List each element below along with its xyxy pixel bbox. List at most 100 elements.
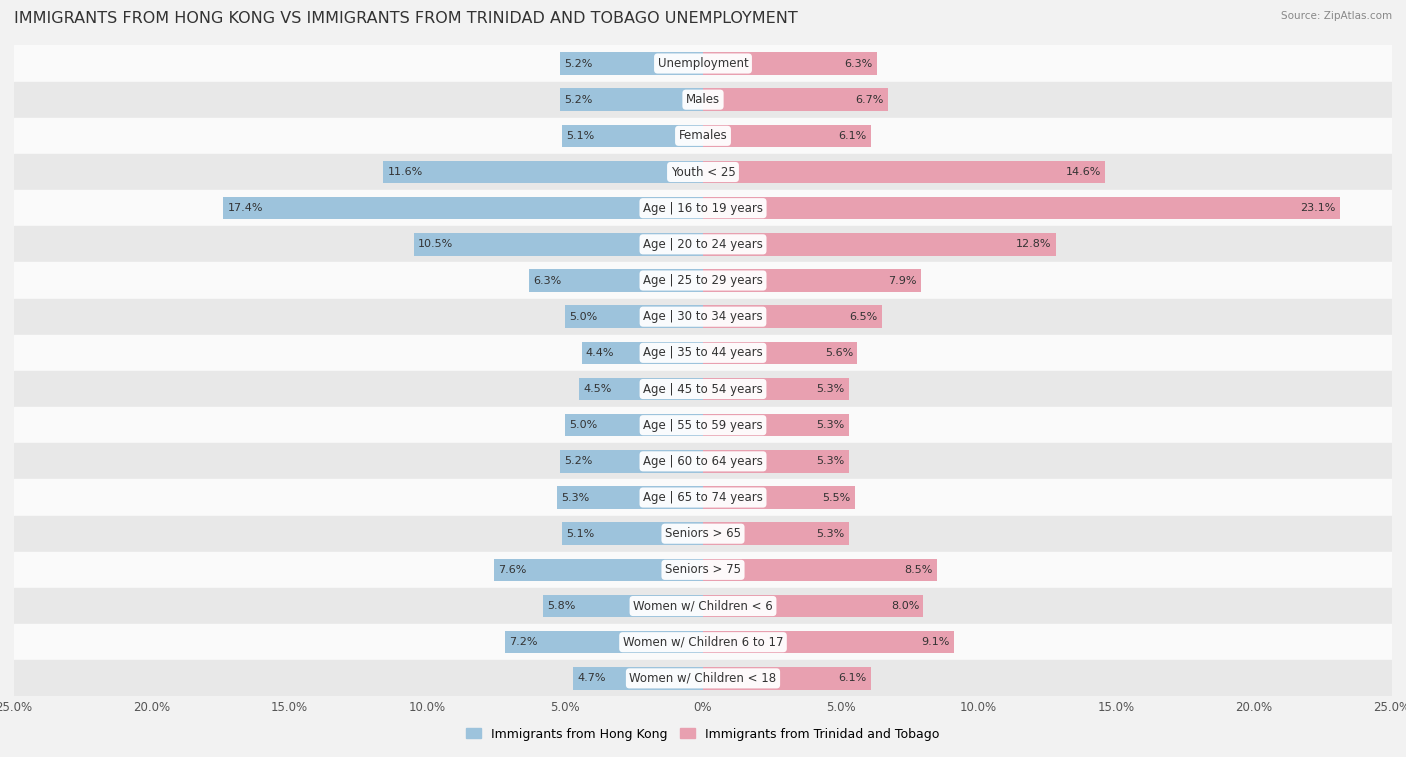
Text: Age | 65 to 74 years: Age | 65 to 74 years [643, 491, 763, 504]
Text: Seniors > 75: Seniors > 75 [665, 563, 741, 576]
Text: 5.2%: 5.2% [564, 58, 592, 68]
Text: 5.1%: 5.1% [567, 131, 595, 141]
Text: 23.1%: 23.1% [1301, 203, 1336, 213]
Bar [14, 407, 1392, 444]
Bar [703, 197, 1340, 220]
Text: 17.4%: 17.4% [228, 203, 263, 213]
Bar [14, 552, 1392, 588]
Bar [703, 450, 849, 472]
Bar [14, 444, 1392, 479]
Bar [505, 631, 703, 653]
Bar [579, 378, 703, 400]
Text: Source: ZipAtlas.com: Source: ZipAtlas.com [1281, 11, 1392, 21]
Text: 6.7%: 6.7% [855, 95, 883, 104]
Bar [560, 450, 703, 472]
Text: 5.5%: 5.5% [823, 493, 851, 503]
Text: 6.1%: 6.1% [839, 131, 868, 141]
Text: 5.0%: 5.0% [569, 420, 598, 430]
Text: Age | 35 to 44 years: Age | 35 to 44 years [643, 347, 763, 360]
Text: 6.1%: 6.1% [839, 674, 868, 684]
Bar [14, 45, 1392, 82]
Text: Unemployment: Unemployment [658, 57, 748, 70]
Bar [703, 125, 872, 147]
Text: Seniors > 65: Seniors > 65 [665, 527, 741, 540]
Text: 4.5%: 4.5% [583, 384, 612, 394]
Text: Women w/ Children < 18: Women w/ Children < 18 [630, 672, 776, 685]
Text: Females: Females [679, 129, 727, 142]
Text: 5.3%: 5.3% [817, 528, 845, 539]
Bar [494, 559, 703, 581]
Bar [14, 588, 1392, 624]
Text: 7.9%: 7.9% [889, 276, 917, 285]
Text: 7.6%: 7.6% [498, 565, 526, 575]
Bar [530, 269, 703, 291]
Bar [703, 269, 921, 291]
Bar [14, 190, 1392, 226]
Bar [703, 89, 887, 111]
Text: Males: Males [686, 93, 720, 106]
Bar [703, 595, 924, 617]
Bar [565, 306, 703, 328]
Text: 5.3%: 5.3% [817, 456, 845, 466]
Bar [543, 595, 703, 617]
Text: 5.8%: 5.8% [547, 601, 575, 611]
Bar [703, 306, 882, 328]
Text: 6.5%: 6.5% [849, 312, 877, 322]
Bar [703, 522, 849, 545]
Text: 6.3%: 6.3% [844, 58, 873, 68]
Bar [14, 263, 1392, 298]
Bar [14, 82, 1392, 118]
Text: 7.2%: 7.2% [509, 637, 537, 647]
Bar [14, 298, 1392, 335]
Text: Women w/ Children 6 to 17: Women w/ Children 6 to 17 [623, 636, 783, 649]
Text: 5.0%: 5.0% [569, 312, 598, 322]
Bar [14, 516, 1392, 552]
Text: 5.1%: 5.1% [567, 528, 595, 539]
Bar [14, 154, 1392, 190]
Bar [703, 52, 876, 75]
Text: 10.5%: 10.5% [418, 239, 453, 249]
Bar [703, 414, 849, 436]
Text: Age | 60 to 64 years: Age | 60 to 64 years [643, 455, 763, 468]
Bar [14, 371, 1392, 407]
Bar [14, 660, 1392, 696]
Text: Age | 25 to 29 years: Age | 25 to 29 years [643, 274, 763, 287]
Bar [14, 624, 1392, 660]
Text: 5.6%: 5.6% [825, 348, 853, 358]
Text: Age | 16 to 19 years: Age | 16 to 19 years [643, 201, 763, 215]
Text: 12.8%: 12.8% [1017, 239, 1052, 249]
Text: 5.3%: 5.3% [817, 420, 845, 430]
Bar [224, 197, 703, 220]
Bar [703, 631, 953, 653]
Text: 6.3%: 6.3% [533, 276, 562, 285]
Text: 14.6%: 14.6% [1066, 167, 1101, 177]
Bar [14, 335, 1392, 371]
Text: Women w/ Children < 6: Women w/ Children < 6 [633, 600, 773, 612]
Text: Age | 55 to 59 years: Age | 55 to 59 years [643, 419, 763, 431]
Text: 9.1%: 9.1% [921, 637, 949, 647]
Bar [582, 341, 703, 364]
Bar [14, 226, 1392, 263]
Bar [703, 378, 849, 400]
Bar [703, 667, 872, 690]
Text: 8.0%: 8.0% [891, 601, 920, 611]
Bar [565, 414, 703, 436]
Text: IMMIGRANTS FROM HONG KONG VS IMMIGRANTS FROM TRINIDAD AND TOBAGO UNEMPLOYMENT: IMMIGRANTS FROM HONG KONG VS IMMIGRANTS … [14, 11, 797, 26]
Bar [703, 486, 855, 509]
Bar [574, 667, 703, 690]
Text: Youth < 25: Youth < 25 [671, 166, 735, 179]
Text: Age | 20 to 24 years: Age | 20 to 24 years [643, 238, 763, 251]
Text: 4.4%: 4.4% [586, 348, 614, 358]
Bar [703, 233, 1056, 256]
Bar [14, 118, 1392, 154]
Bar [560, 52, 703, 75]
Bar [562, 522, 703, 545]
Text: Age | 30 to 34 years: Age | 30 to 34 years [643, 310, 763, 323]
Text: 5.3%: 5.3% [561, 493, 589, 503]
Bar [703, 160, 1105, 183]
Bar [384, 160, 703, 183]
Bar [703, 559, 938, 581]
Text: 4.7%: 4.7% [578, 674, 606, 684]
Bar [14, 479, 1392, 516]
Bar [562, 125, 703, 147]
